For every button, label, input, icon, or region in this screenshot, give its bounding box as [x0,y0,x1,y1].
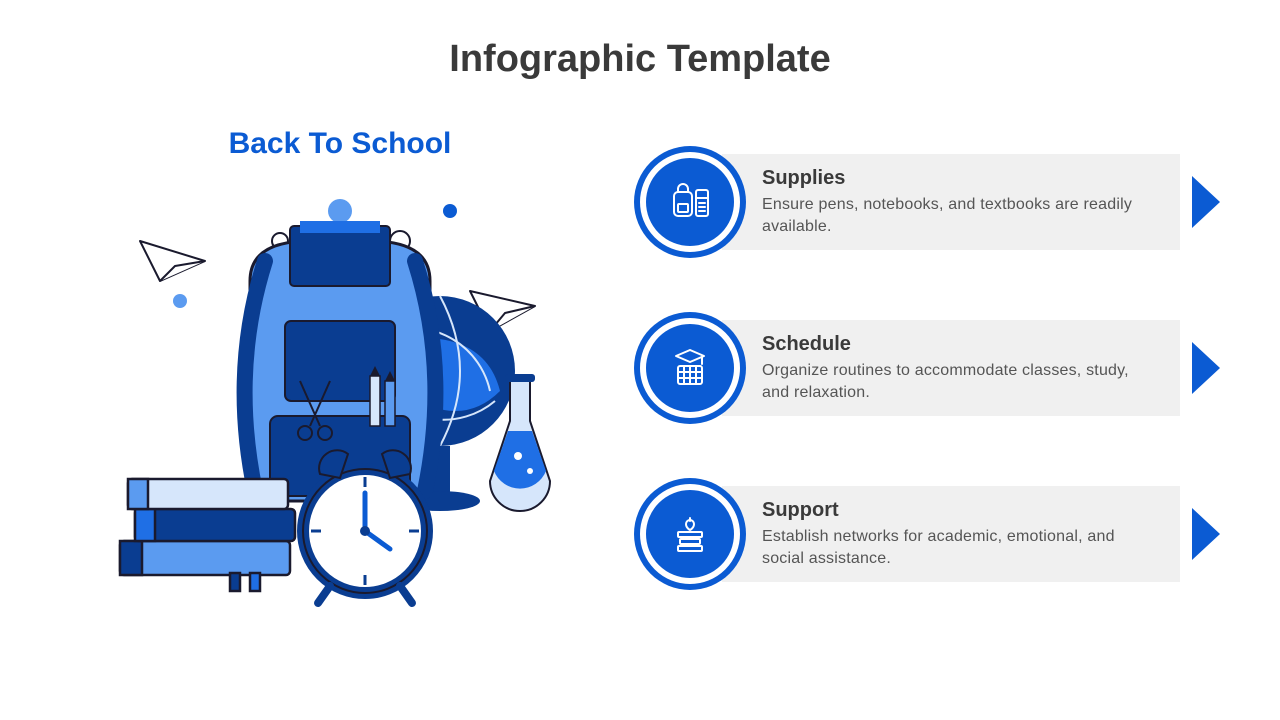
page-title: Infographic Template [0,0,1280,81]
supplies-icon [666,178,714,226]
arrow-icon [1192,508,1220,560]
item-bar: Supplies Ensure pens, notebooks, and tex… [722,154,1180,250]
item-title: Schedule [762,333,1140,356]
schedule-icon [666,344,714,392]
item-bar: Support Establish networks for academic,… [722,486,1180,582]
support-icon [666,510,714,558]
item-icon-circle [640,318,740,418]
items-column: Supplies Ensure pens, notebooks, and tex… [620,121,1220,589]
item-icon-circle [640,484,740,584]
info-item: Supplies Ensure pens, notebooks, and tex… [640,147,1220,257]
item-desc: Establish networks for academic, emotion… [762,526,1140,569]
item-desc: Organize routines to accommodate classes… [762,360,1140,403]
content-row: Back To School [0,81,1280,611]
left-panel: Back To School [60,121,620,611]
arrow-icon [1192,176,1220,228]
item-title: Supplies [762,167,1140,190]
item-title: Support [762,499,1140,522]
subtitle: Back To School [229,127,452,161]
info-item: Support Establish networks for academic,… [640,479,1220,589]
item-bar: Schedule Organize routines to accommodat… [722,320,1180,416]
arrow-icon [1192,342,1220,394]
item-desc: Ensure pens, notebooks, and textbooks ar… [762,194,1140,237]
info-item: Schedule Organize routines to accommodat… [640,313,1220,423]
item-icon-circle [640,152,740,252]
school-illustration [80,171,600,611]
